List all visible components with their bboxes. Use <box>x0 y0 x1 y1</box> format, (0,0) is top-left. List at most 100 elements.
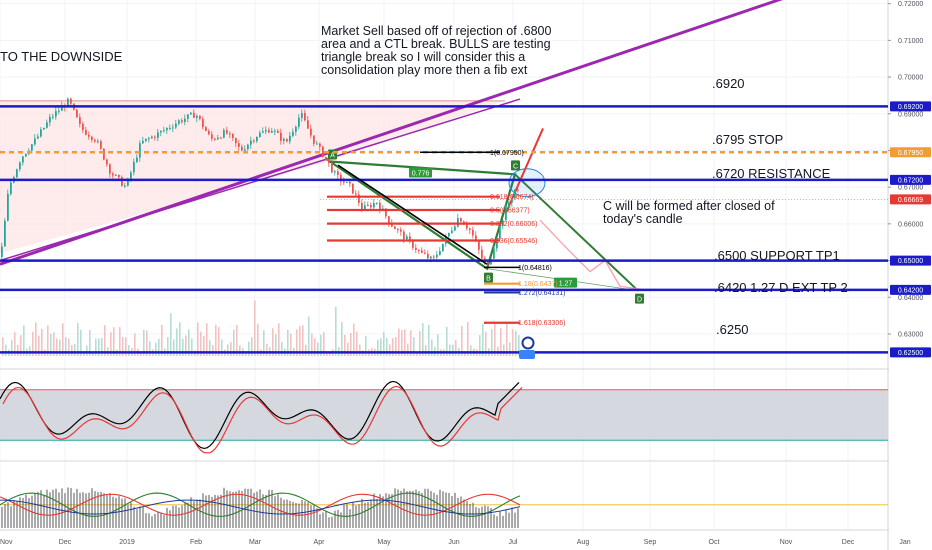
volume-bar <box>482 323 484 356</box>
volume-bar <box>140 351 142 356</box>
candle-body <box>331 163 333 173</box>
ratio-tag <box>409 167 432 178</box>
price-badge <box>890 284 931 295</box>
candle-body <box>343 181 345 183</box>
volume-bar <box>80 329 82 356</box>
candle-body <box>190 112 192 115</box>
fib-level-label: 0.5(0.66377) <box>490 208 530 215</box>
candle-body <box>325 156 327 160</box>
volume-bar <box>203 336 205 356</box>
candle-body <box>430 256 432 259</box>
candle-body <box>403 231 405 240</box>
candle-body <box>133 161 135 173</box>
volume-bar <box>32 331 34 356</box>
time-axis-label: 2019 <box>119 539 135 546</box>
candle-body <box>328 159 330 164</box>
candle-body <box>88 134 90 137</box>
volume-bar <box>254 300 256 356</box>
volume-bar <box>383 331 385 356</box>
candle-body <box>22 156 24 163</box>
fib-level-label: 0.618(0.6674) <box>490 194 534 201</box>
volume-bar <box>437 334 439 356</box>
volume-bar <box>500 328 502 356</box>
candle-body <box>289 135 291 142</box>
volume-bar <box>398 328 400 356</box>
candle-body <box>415 247 417 250</box>
volume-bar <box>461 325 463 356</box>
candle-body <box>487 261 489 265</box>
candle-body <box>277 130 279 133</box>
volume-bar <box>311 333 313 356</box>
volume-bar <box>350 333 352 356</box>
candle-body <box>244 149 246 151</box>
volume-bar <box>272 328 274 356</box>
pattern-point-tag <box>635 293 644 304</box>
axis-tick-label: 0.69000 <box>898 111 923 118</box>
candle-body <box>208 130 210 135</box>
candle-body <box>361 202 363 209</box>
level-label: .6420 1.27 D EXT TP 2 <box>714 279 848 295</box>
volume-bar <box>299 326 301 356</box>
stoch-d-line <box>2 385 523 454</box>
volume-bar <box>470 345 472 356</box>
volume-bar <box>236 324 238 356</box>
price-badge-label: 0.64200 <box>898 287 923 294</box>
candle-body <box>76 109 78 118</box>
candle-body <box>262 131 264 133</box>
candle-body <box>301 113 303 118</box>
candle-body <box>7 193 9 221</box>
chart-drawings: A B C D 0.776 1.27 <box>0 0 784 304</box>
ratio-label: 1.27 <box>559 281 573 288</box>
candle-body <box>511 198 513 203</box>
volume-bar <box>248 341 250 356</box>
event-count-badge <box>519 350 535 359</box>
candle-body <box>52 116 54 118</box>
candle-body <box>493 248 495 259</box>
candle-body <box>151 136 153 139</box>
candle-body <box>271 131 273 133</box>
candle-body <box>193 112 195 118</box>
volume-bar <box>47 325 49 356</box>
volume-bar <box>347 342 349 356</box>
volume-bar <box>506 323 508 356</box>
volume-bar <box>326 351 328 356</box>
candle-body <box>148 138 150 140</box>
dmi-plus-line <box>0 492 521 517</box>
volume-bar <box>356 331 358 356</box>
candle-body <box>448 232 450 237</box>
candle-body <box>139 143 141 158</box>
candle-body <box>274 130 276 132</box>
volume-bar <box>17 344 19 356</box>
fib-level-label: 1(0.64816) <box>518 265 552 272</box>
ratio-tag <box>554 277 577 288</box>
price-badge <box>890 147 931 158</box>
volume-bar <box>167 337 169 356</box>
price-badge-label: 0.69200 <box>898 104 923 111</box>
volume-bar <box>59 339 61 356</box>
candle-body <box>268 130 270 133</box>
time-axis-label: Dec <box>59 539 72 546</box>
volume-bar <box>257 323 259 356</box>
volume-bar <box>155 342 157 356</box>
candle-body <box>166 128 168 131</box>
candle-body <box>409 236 411 241</box>
volume-bar <box>365 336 367 356</box>
candle-body <box>106 159 108 165</box>
candle-body <box>316 143 318 145</box>
level-label: .6250 <box>716 322 749 338</box>
volume-bar <box>449 344 451 356</box>
volume-bar <box>5 344 7 356</box>
candle-body <box>169 127 171 129</box>
candle-body <box>202 118 204 128</box>
candle-body <box>352 183 354 194</box>
volume-bar <box>302 325 304 356</box>
volume-bar <box>392 338 394 356</box>
pattern-c-note: C will be formed after closed of today's… <box>603 199 775 226</box>
volume-bar <box>413 337 415 356</box>
volume-bar <box>410 330 412 356</box>
volume-bar <box>308 316 310 356</box>
volume-bar <box>149 341 151 356</box>
volume-bar <box>305 344 307 356</box>
volume-bar <box>377 339 379 356</box>
